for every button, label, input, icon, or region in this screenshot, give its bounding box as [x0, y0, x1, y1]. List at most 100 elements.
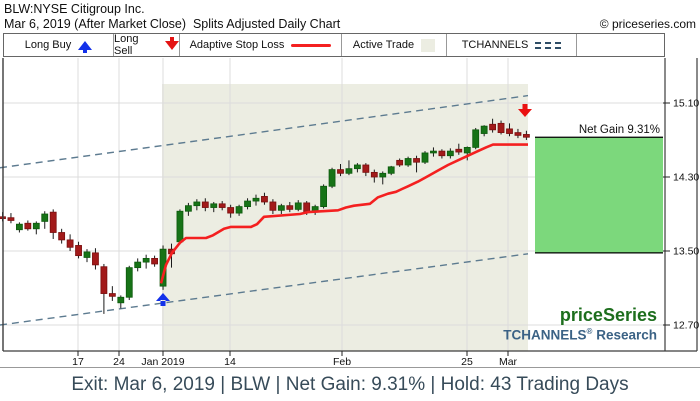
legend-item-long-sell: Long Sell	[113, 33, 179, 57]
candle	[337, 169, 344, 174]
candle	[218, 203, 226, 208]
candle	[413, 158, 420, 163]
candle	[294, 202, 302, 210]
candle	[430, 150, 437, 154]
candle	[277, 205, 285, 211]
candle	[480, 125, 488, 134]
x-tick-label: Jan 2019	[141, 356, 184, 368]
candle	[438, 150, 446, 157]
candle	[252, 197, 260, 202]
active-trade-region	[162, 84, 528, 351]
candle	[404, 158, 412, 166]
trade-summary-text: Exit: Mar 6, 2019 | BLW | Net Gain: 9.31…	[71, 373, 629, 395]
candle	[497, 122, 505, 133]
candle	[472, 129, 480, 148]
active-trade-swatch-icon	[421, 38, 436, 52]
candle	[506, 128, 513, 134]
candle	[7, 217, 15, 221]
upper-channel-line	[0, 94, 529, 169]
candle	[379, 172, 387, 178]
net-gain-box	[535, 137, 663, 253]
candle	[244, 200, 251, 208]
candle	[210, 203, 218, 208]
net-gain-label: Net Gain 9.31%	[579, 124, 660, 136]
chart-title: BLW:NYSE Citigroup Inc.	[4, 2, 145, 16]
candle	[58, 232, 66, 241]
legend-label-active-trade: Active Trade	[352, 39, 415, 51]
long-sell-arrow-icon	[165, 36, 179, 50]
x-tick-label: 14	[224, 356, 236, 368]
candle	[75, 245, 82, 257]
legend-empty-cell	[576, 34, 664, 56]
candle	[235, 206, 243, 214]
candle	[455, 148, 463, 153]
registered-mark: ®	[586, 327, 593, 336]
legend-bar: Long Buy Long Sell Adaptive Stop Loss Ac…	[3, 33, 665, 57]
candle	[463, 146, 471, 154]
candle	[32, 222, 40, 230]
priceseries-logo: priceSeries	[559, 305, 657, 325]
legend-item-tchannels: TCHANNELS	[446, 34, 576, 56]
candle	[24, 222, 32, 230]
candle	[353, 164, 361, 170]
x-tick-label: Feb	[333, 356, 351, 368]
long-buy-marker	[156, 293, 170, 306]
y-tick-label: 14.30	[673, 172, 699, 184]
legend-label-long-buy: Long Buy	[24, 39, 72, 51]
candle	[489, 123, 497, 131]
candle	[328, 169, 336, 187]
candle	[176, 210, 184, 243]
x-tick-label: 25	[461, 356, 473, 368]
candle	[66, 239, 74, 248]
legend-item-adaptive-stop-loss: Adaptive Stop Loss	[179, 34, 341, 56]
candle	[396, 159, 404, 166]
candle	[514, 132, 522, 136]
long-sell-marker	[518, 104, 532, 117]
trade-summary-bar: Exit: Mar 6, 2019 | BLW | Net Gain: 9.31…	[0, 367, 700, 401]
candle	[184, 205, 192, 212]
legend-label-tchannels: TCHANNELS	[461, 39, 529, 51]
legend-label-adaptive-stop-loss: Adaptive Stop Loss	[189, 39, 285, 51]
candle	[345, 168, 353, 174]
candle	[286, 205, 294, 210]
tchannels-research-brand: TCHANNELS® Research	[503, 327, 657, 343]
y-tick-label: 13.50	[673, 246, 699, 258]
copyright-text: © priceseries.com	[599, 17, 696, 31]
candle	[125, 267, 133, 298]
candle	[134, 261, 142, 269]
legend-item-long-buy: Long Buy	[4, 34, 113, 56]
candle	[523, 134, 530, 138]
candle	[92, 252, 99, 266]
x-tick-label: 24	[113, 356, 125, 368]
candle	[151, 257, 159, 265]
candle	[83, 251, 91, 258]
stop-loss-line-icon	[291, 43, 332, 47]
tchannels-dashes-icon	[535, 41, 562, 49]
candle	[261, 196, 268, 203]
candle	[100, 266, 108, 294]
legend-item-active-trade: Active Trade	[341, 34, 446, 56]
candle	[201, 201, 209, 208]
candle	[421, 152, 429, 163]
candle	[387, 166, 395, 174]
candle	[41, 213, 49, 222]
candle	[446, 150, 454, 157]
long-buy-arrow-icon	[78, 40, 93, 53]
y-tick-label: 15.10	[673, 98, 699, 110]
legend-label-long-sell: Long Sell	[114, 33, 139, 57]
chart-subtitle: Mar 6, 2019 (After Market Close) Splits …	[4, 17, 341, 31]
candle	[320, 185, 328, 208]
x-tick-label: 17	[72, 356, 84, 368]
candle	[370, 171, 378, 178]
candle	[142, 257, 150, 263]
candle	[362, 164, 370, 173]
candle	[49, 211, 57, 233]
candle	[227, 207, 235, 214]
candle	[108, 293, 116, 297]
y-tick-label: 12.70	[673, 320, 699, 332]
candle	[193, 201, 201, 207]
lower-channel-line	[0, 253, 529, 326]
candle	[117, 296, 125, 304]
candle	[15, 223, 23, 231]
